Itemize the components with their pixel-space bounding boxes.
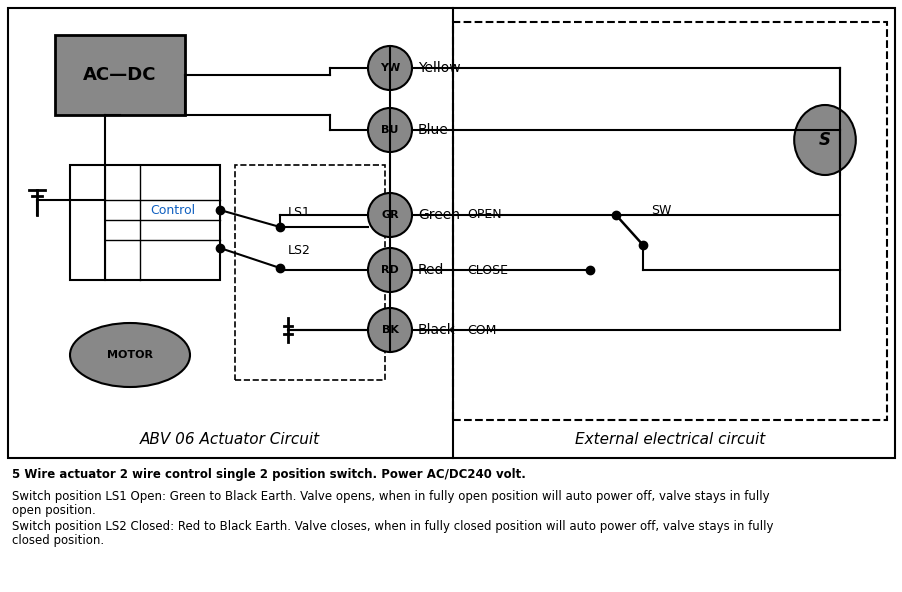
Text: Green: Green — [418, 208, 459, 222]
Text: Switch position LS2 Closed: Red to Black Earth. Valve closes, when in fully clos: Switch position LS2 Closed: Red to Black… — [12, 520, 773, 533]
Text: closed position.: closed position. — [12, 534, 104, 547]
Text: OPEN: OPEN — [466, 208, 502, 221]
Text: BU: BU — [381, 125, 399, 135]
Text: GR: GR — [381, 210, 399, 220]
Circle shape — [368, 46, 411, 90]
Text: Blue: Blue — [418, 123, 448, 137]
Text: SW: SW — [650, 204, 670, 217]
Text: open position.: open position. — [12, 504, 96, 517]
Bar — [453, 22, 886, 420]
Text: LS2: LS2 — [288, 243, 310, 256]
Text: RD: RD — [381, 265, 399, 275]
Circle shape — [368, 108, 411, 152]
Text: BK: BK — [382, 325, 398, 335]
Text: CLOSE: CLOSE — [466, 263, 508, 276]
Text: Yellow: Yellow — [418, 61, 460, 75]
Text: YW: YW — [380, 63, 400, 73]
Circle shape — [368, 193, 411, 237]
Text: Red: Red — [418, 263, 444, 277]
Bar — [235, 165, 384, 380]
Text: MOTOR: MOTOR — [106, 350, 152, 360]
Circle shape — [368, 308, 411, 352]
Text: Control: Control — [150, 204, 195, 217]
Ellipse shape — [70, 323, 189, 387]
Bar — [55, 35, 185, 115]
Bar — [8, 8, 894, 458]
Text: LS1: LS1 — [288, 205, 310, 218]
Bar — [105, 165, 220, 280]
Bar — [70, 165, 105, 280]
Text: ABV 06 Actuator Circuit: ABV 06 Actuator Circuit — [140, 433, 319, 448]
Text: AC—DC: AC—DC — [83, 66, 157, 84]
Text: S: S — [818, 131, 830, 149]
Circle shape — [368, 248, 411, 292]
Text: Black: Black — [418, 323, 456, 337]
Text: External electrical circuit: External electrical circuit — [575, 433, 764, 448]
Text: COM: COM — [466, 323, 496, 336]
Ellipse shape — [794, 105, 855, 175]
Text: 5 Wire actuator 2 wire control single 2 position switch. Power AC/DC240 volt.: 5 Wire actuator 2 wire control single 2 … — [12, 468, 525, 481]
Text: Switch position LS1 Open: Green to Black Earth. Valve opens, when in fully open : Switch position LS1 Open: Green to Black… — [12, 490, 769, 503]
